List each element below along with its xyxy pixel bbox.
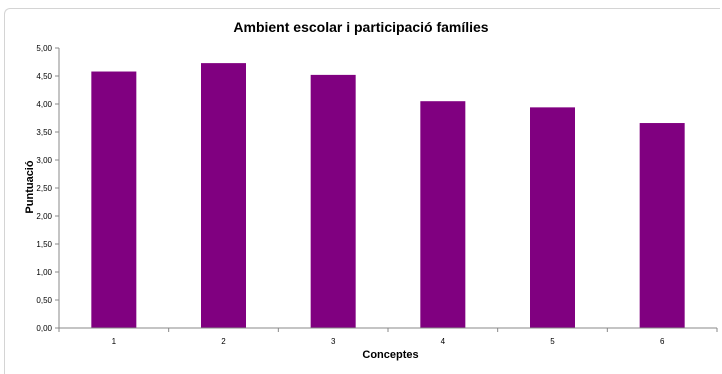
- bar: [201, 63, 246, 329]
- y-tick-label: 3,00: [36, 156, 52, 165]
- x-tick-label: 6: [660, 337, 665, 346]
- y-tick-label: 4,50: [36, 72, 52, 81]
- bar: [310, 74, 356, 328]
- y-tick-label: 1,50: [36, 240, 52, 249]
- y-tick-label: 4,00: [36, 100, 52, 109]
- x-tick-label: 2: [221, 337, 226, 346]
- bar: [530, 107, 575, 328]
- x-tick-label: 4: [441, 337, 446, 346]
- chart-title: Ambient escolar i participació famílies: [233, 19, 489, 35]
- y-tick-label: 1,00: [36, 268, 52, 277]
- x-tick-label: 3: [331, 337, 336, 346]
- y-tick-label: 2,50: [36, 184, 52, 193]
- y-tick-label: 0,00: [36, 324, 52, 333]
- x-axis-label: Conceptes: [362, 349, 419, 361]
- y-tick-label: 3,50: [36, 128, 52, 137]
- y-tick-label: 5,00: [36, 44, 52, 53]
- y-tick-label: 2,00: [36, 212, 52, 221]
- bar: [91, 71, 137, 329]
- bar: [639, 123, 685, 328]
- x-tick-label: 5: [550, 337, 555, 346]
- bar: [420, 101, 466, 328]
- y-tick-label: 0,50: [36, 296, 52, 305]
- x-tick-label: 1: [112, 337, 117, 346]
